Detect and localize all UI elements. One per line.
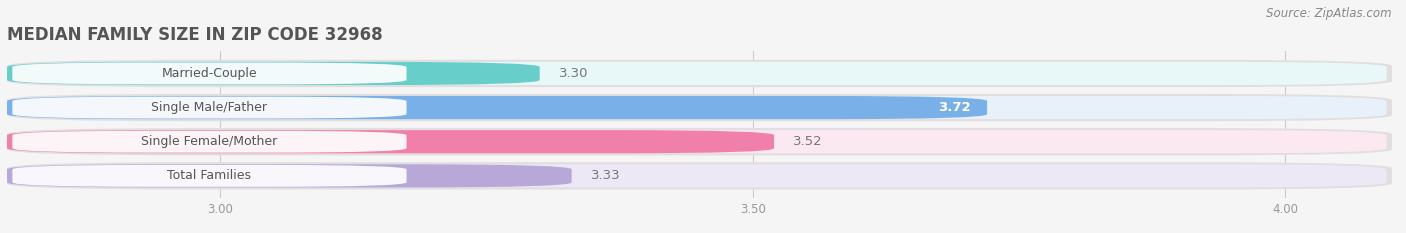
Text: 3.30: 3.30 [558, 67, 588, 80]
Text: 3.33: 3.33 [591, 169, 620, 182]
FancyBboxPatch shape [7, 130, 775, 153]
FancyBboxPatch shape [13, 131, 406, 153]
FancyBboxPatch shape [13, 62, 1386, 85]
Text: 3.52: 3.52 [793, 135, 823, 148]
FancyBboxPatch shape [7, 94, 1392, 121]
Text: Married-Couple: Married-Couple [162, 67, 257, 80]
Text: MEDIAN FAMILY SIZE IN ZIP CODE 32968: MEDIAN FAMILY SIZE IN ZIP CODE 32968 [7, 26, 382, 44]
FancyBboxPatch shape [13, 97, 406, 119]
FancyBboxPatch shape [13, 96, 1386, 119]
FancyBboxPatch shape [7, 60, 1392, 87]
Text: 3.72: 3.72 [939, 101, 972, 114]
FancyBboxPatch shape [7, 128, 1392, 155]
Text: Total Families: Total Families [167, 169, 252, 182]
FancyBboxPatch shape [7, 164, 572, 188]
FancyBboxPatch shape [7, 62, 540, 85]
Text: Source: ZipAtlas.com: Source: ZipAtlas.com [1267, 7, 1392, 20]
FancyBboxPatch shape [13, 130, 1386, 153]
Text: Single Male/Father: Single Male/Father [152, 101, 267, 114]
FancyBboxPatch shape [7, 96, 987, 119]
FancyBboxPatch shape [7, 162, 1392, 189]
FancyBboxPatch shape [13, 62, 406, 84]
Text: Single Female/Mother: Single Female/Mother [142, 135, 277, 148]
FancyBboxPatch shape [13, 165, 406, 187]
FancyBboxPatch shape [13, 164, 1386, 188]
